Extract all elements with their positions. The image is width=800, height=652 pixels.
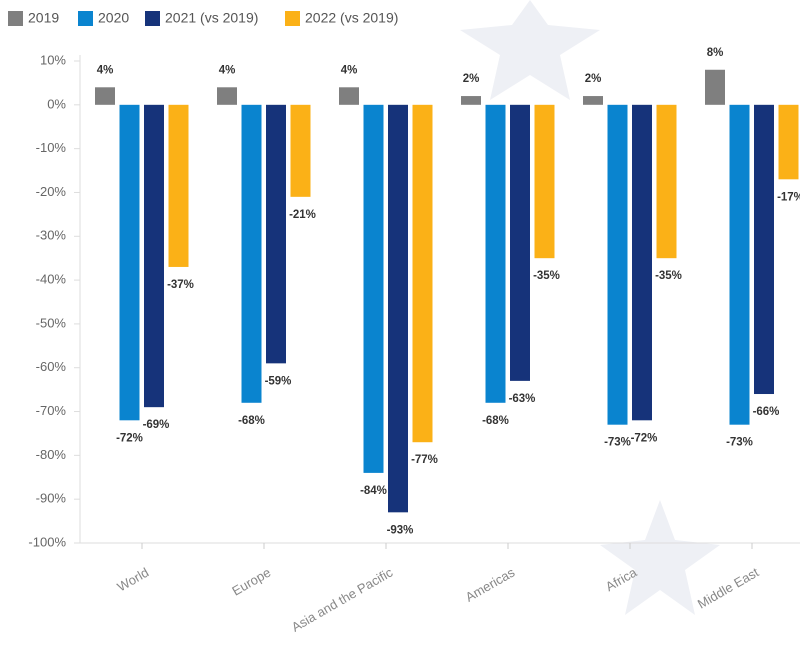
y-tick-label: -90% [36, 491, 67, 506]
legend-swatch [78, 11, 93, 26]
legend-swatch [8, 11, 23, 26]
bar [607, 104, 628, 425]
bar [119, 104, 140, 421]
value-label: -84% [360, 485, 387, 497]
y-tick-label: -10% [36, 140, 67, 155]
bar [339, 87, 359, 105]
y-tick-label: -60% [36, 359, 67, 374]
bar [485, 104, 506, 403]
background-star [600, 500, 720, 615]
y-tick-label: -40% [36, 272, 67, 287]
y-tick-label: -70% [36, 403, 67, 418]
value-label: 4% [219, 64, 236, 76]
bar [583, 96, 603, 105]
bar [656, 104, 677, 259]
value-label: -73% [604, 437, 631, 449]
legend-label: 2022 (vs 2019) [305, 10, 398, 26]
legend-swatch [145, 11, 160, 26]
value-label: -17% [777, 191, 800, 203]
bar [534, 104, 555, 259]
value-label: 8% [707, 47, 724, 59]
bar [266, 104, 286, 364]
bar [290, 104, 311, 197]
value-label: 2% [463, 73, 480, 85]
bar [461, 96, 481, 105]
bar [754, 104, 774, 395]
legend-swatch [285, 11, 300, 26]
bar [412, 104, 433, 443]
value-label: -77% [411, 454, 438, 466]
legend-label: 2021 (vs 2019) [165, 10, 258, 26]
x-tick-label: Middle East [695, 564, 762, 611]
value-label: -72% [631, 432, 658, 444]
value-label: -35% [655, 270, 682, 282]
y-tick-label: -50% [36, 315, 67, 330]
y-tick-label: -100% [28, 534, 66, 549]
bar [217, 87, 237, 105]
value-label: -66% [753, 406, 780, 418]
value-label: 4% [341, 64, 358, 76]
bar [363, 104, 384, 473]
x-tick-label: Asia and the Pacific [289, 564, 396, 634]
x-tick-label: World [115, 565, 152, 595]
value-label: 4% [97, 64, 114, 76]
value-label: -68% [482, 415, 509, 427]
value-label: -37% [167, 279, 194, 291]
y-tick-label: 10% [40, 52, 66, 67]
value-label: -73% [726, 437, 753, 449]
bar [778, 104, 799, 180]
bar [705, 69, 725, 105]
y-tick-label: -80% [36, 447, 67, 462]
bar [510, 104, 530, 381]
value-label: -59% [265, 375, 292, 387]
y-tick-label: -20% [36, 184, 67, 199]
bar [729, 104, 750, 425]
y-tick-label: 0% [47, 96, 66, 111]
value-label: -93% [387, 524, 414, 536]
bar [144, 104, 164, 408]
legend-label: 2019 [28, 10, 59, 26]
x-tick-label: Europe [229, 565, 273, 599]
background-star [460, 0, 600, 100]
value-label: -63% [509, 393, 536, 405]
value-label: -21% [289, 209, 316, 221]
value-label: 2% [585, 73, 602, 85]
y-tick-label: -30% [36, 228, 67, 243]
value-label: -69% [143, 419, 170, 431]
bar [168, 104, 189, 267]
bar [241, 104, 262, 403]
value-label: -35% [533, 270, 560, 282]
bar [95, 87, 115, 105]
value-label: -72% [116, 432, 143, 444]
bar [388, 104, 408, 513]
legend-label: 2020 [98, 10, 129, 26]
bar [632, 104, 652, 421]
value-label: -68% [238, 415, 265, 427]
x-tick-label: Americas [463, 564, 518, 604]
